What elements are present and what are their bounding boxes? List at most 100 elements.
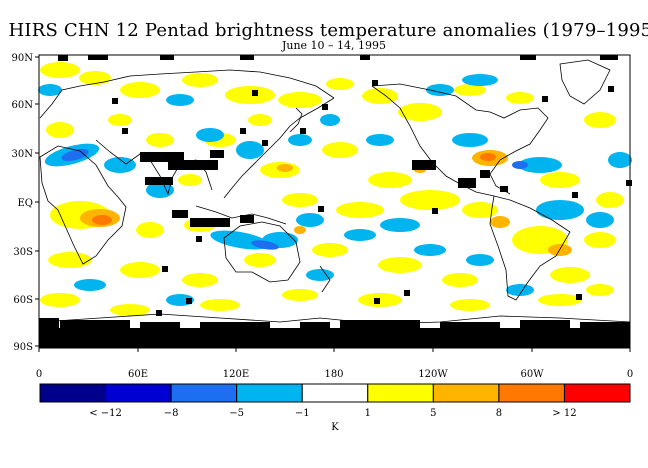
missing-cell [168, 160, 218, 170]
anomaly-patch [282, 193, 318, 207]
anomaly-patch [518, 157, 562, 173]
map-subtitle: June 10 – 14, 1995 [281, 39, 387, 52]
missing-cell [240, 128, 246, 134]
coastline-indonesia [195, 205, 287, 225]
map-title: HIRS CHN 12 Pentad brightness temperatur… [8, 20, 648, 41]
colorbar-swatch [170, 383, 238, 403]
anomaly-patch [104, 157, 136, 173]
missing-cell [145, 177, 173, 185]
anomaly-patch [294, 226, 306, 234]
anomaly-patch [586, 212, 614, 228]
missing-cell [318, 206, 324, 212]
anomaly-patch [398, 103, 442, 121]
missing-cell [458, 178, 476, 188]
missing-cell [542, 96, 548, 102]
anomaly-patch [225, 86, 275, 104]
missing-cell [480, 170, 490, 178]
anomaly-patch [244, 253, 276, 267]
anomaly-patch [48, 252, 92, 268]
coastline-south-america [489, 195, 571, 301]
missing-cell [60, 320, 130, 328]
anomaly-patch [426, 84, 454, 96]
lon-label: 120E [223, 369, 249, 380]
anomaly-patch [296, 213, 324, 227]
lat-label: 30N [12, 149, 34, 160]
colorbar-tick-label: −5 [229, 408, 244, 419]
anomaly-patch [306, 269, 334, 281]
missing-cell [404, 290, 410, 296]
colorbar-tick-label: 8 [496, 408, 502, 419]
lat-label: 60S [13, 295, 33, 306]
missing-cell [39, 328, 630, 348]
anomaly-patch [40, 62, 80, 78]
colorbar-swatch [563, 383, 631, 403]
missing-cell [252, 90, 258, 96]
anomaly-patch [442, 273, 478, 287]
colorbar-tick-label: < −12 [89, 408, 122, 419]
missing-cell [520, 320, 570, 328]
anomaly-fields [38, 62, 632, 316]
missing-cell [520, 55, 536, 60]
lon-label: 180 [324, 369, 343, 380]
missing-cell [262, 140, 268, 146]
colorbar-tick-label: −1 [295, 408, 310, 419]
missing-cell [160, 55, 174, 60]
missing-cell [122, 128, 128, 134]
anomaly-patch [536, 200, 584, 220]
coastline-new-zealand [319, 265, 331, 293]
anomaly-patch [320, 114, 340, 126]
map-panel [38, 54, 632, 349]
anomaly-patch [608, 152, 632, 168]
anomaly-patch [462, 202, 498, 218]
missing-cell [374, 298, 380, 304]
coastlines [39, 59, 631, 325]
anomaly-patch [136, 222, 164, 238]
anomaly-patch [336, 202, 384, 218]
coastline-eurasia-north [39, 69, 335, 119]
anomaly-patch [362, 88, 398, 104]
map-background [39, 55, 630, 348]
anomaly-patch [146, 182, 174, 198]
coastline-north-america-west [371, 85, 495, 197]
colorbar-swatch [432, 383, 500, 403]
lon-label: 0 [36, 369, 42, 380]
missing-cell [572, 192, 578, 198]
anomaly-patch [40, 293, 80, 307]
anomaly-patch [452, 133, 488, 147]
anomaly-patch [38, 84, 62, 96]
anomaly-patch [288, 134, 312, 146]
colorbar-tick-label: > 12 [552, 408, 576, 419]
missing-cell [190, 218, 230, 227]
anomaly-patch [182, 73, 218, 87]
missing-cell [608, 86, 614, 92]
colorbar-swatch [236, 383, 303, 403]
lat-label: 60N [12, 100, 34, 111]
missing-cell [186, 298, 192, 304]
anomaly-patch [79, 71, 111, 85]
anomaly-patch [548, 244, 572, 256]
anomaly-patch [490, 216, 510, 228]
missing-cell [372, 80, 378, 86]
coastline-asia-east [223, 97, 335, 199]
anomaly-patch [584, 232, 616, 248]
anomaly-patch [414, 244, 446, 256]
coastline-australia [223, 221, 301, 283]
anomaly-patch [462, 74, 498, 86]
anomaly-patch [378, 257, 422, 273]
anomaly-patch [506, 284, 534, 296]
missing-cell [600, 55, 618, 60]
anomaly-patch [110, 304, 150, 316]
lon-label: 60W [520, 369, 544, 380]
lon-label: 120W [418, 369, 448, 380]
anomaly-patch [248, 114, 272, 126]
anomaly-patch [120, 262, 160, 278]
missing-cell [162, 266, 168, 272]
anomaly-patch [278, 92, 322, 108]
anomaly-patch [586, 284, 614, 296]
anomaly-patch [120, 82, 160, 98]
colorbar-swatch [301, 383, 369, 403]
anomaly-patch [480, 153, 496, 161]
colorbar: < −12 −8 −5 −1 1 5 8 > 12 K [39, 383, 631, 433]
lat-label: EQ [18, 198, 34, 209]
anomaly-patch [550, 267, 590, 283]
